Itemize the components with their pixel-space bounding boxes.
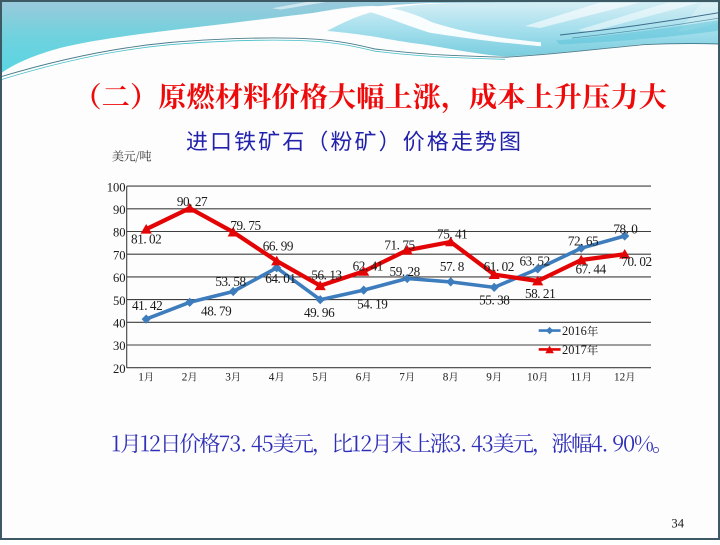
svg-text:90. 27: 90. 27	[177, 194, 208, 209]
svg-text:79. 75: 79. 75	[230, 218, 261, 233]
svg-text:30: 30	[113, 339, 126, 353]
svg-text:2017: 2017	[562, 343, 587, 357]
svg-text:61. 02: 61. 02	[484, 259, 514, 274]
svg-text:70. 02: 70. 02	[621, 254, 651, 269]
svg-text:41. 42: 41. 42	[132, 298, 162, 313]
svg-text:72. 65: 72. 65	[568, 233, 599, 248]
svg-text:62. 41: 62. 41	[353, 259, 383, 274]
svg-text:64. 01: 64. 01	[265, 271, 295, 286]
svg-text:71. 75: 71. 75	[384, 238, 415, 253]
svg-text:5: 5	[312, 371, 318, 383]
svg-text:100: 100	[107, 180, 126, 194]
svg-text:81. 02: 81. 02	[131, 232, 161, 247]
svg-text:80: 80	[113, 226, 126, 240]
svg-text:50: 50	[113, 294, 126, 308]
svg-text:49. 96: 49. 96	[304, 305, 335, 320]
svg-text:40: 40	[113, 317, 126, 331]
svg-text:8: 8	[443, 371, 449, 383]
svg-text:4: 4	[269, 371, 275, 383]
svg-text:59. 28: 59. 28	[390, 264, 421, 279]
svg-text:2: 2	[182, 371, 188, 383]
svg-text:48. 79: 48. 79	[201, 304, 232, 319]
svg-text:7: 7	[399, 371, 405, 383]
svg-text:54. 19: 54. 19	[357, 296, 388, 311]
svg-text:60: 60	[113, 271, 126, 285]
svg-text:75. 41: 75. 41	[437, 227, 467, 242]
svg-text:58. 21: 58. 21	[525, 286, 555, 301]
svg-text:53. 58: 53. 58	[215, 274, 246, 289]
svg-text:9: 9	[486, 371, 492, 383]
svg-text:3: 3	[225, 371, 231, 383]
svg-text:63. 52: 63. 52	[519, 253, 549, 268]
svg-text:2016: 2016	[562, 324, 587, 338]
svg-text:67. 44: 67. 44	[575, 262, 606, 277]
svg-text:20: 20	[113, 362, 126, 376]
svg-text:57. 8: 57. 8	[440, 259, 465, 274]
svg-text:34: 34	[671, 517, 684, 531]
svg-text:10: 10	[527, 371, 539, 383]
svg-text:90: 90	[113, 203, 126, 217]
svg-text:56. 13: 56. 13	[311, 268, 342, 283]
svg-text:6: 6	[356, 371, 362, 383]
svg-text:66. 99: 66. 99	[263, 238, 294, 253]
svg-text:1: 1	[138, 371, 144, 383]
svg-text:78. 0: 78. 0	[613, 221, 638, 236]
svg-text:11: 11	[571, 371, 582, 383]
svg-text:55. 38: 55. 38	[479, 292, 510, 307]
svg-text:70: 70	[113, 248, 126, 262]
svg-text:12: 12	[614, 371, 625, 383]
